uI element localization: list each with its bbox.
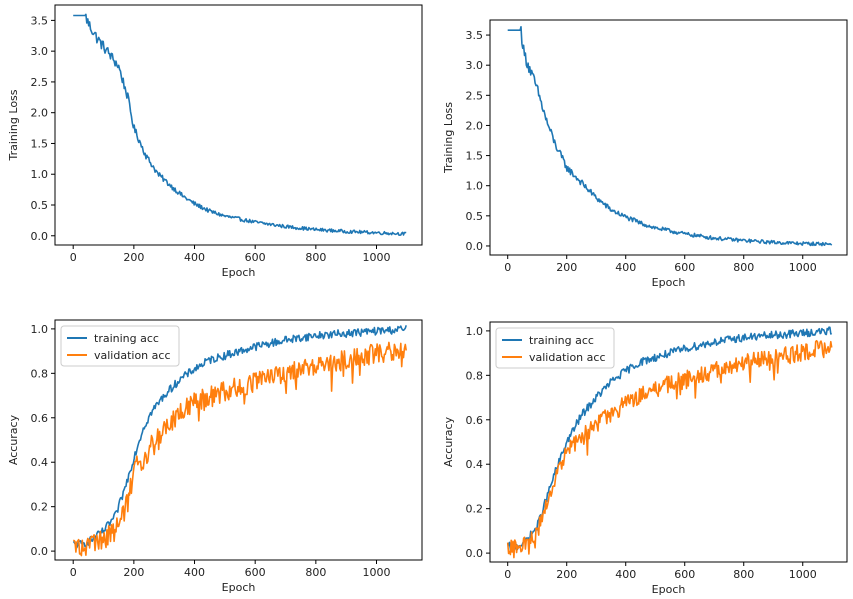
y-tick-label: 0.0 — [466, 240, 484, 253]
x-axis-label: Epoch — [222, 581, 256, 594]
x-tick-label: 400 — [615, 568, 636, 581]
x-tick-label: 400 — [184, 251, 205, 264]
legend: training acc validation acc — [495, 327, 615, 369]
y-tick-label: 0.8 — [31, 367, 49, 380]
chart-top-right: 0 200 400 600 800 1000 0.0 0.5 1.0 1.5 2.0 2.5 3.0 3.… — [432, 10, 853, 300]
y-tick-label: 0.0 — [466, 547, 484, 560]
legend-box — [495, 327, 615, 369]
y-tick-label: 0.0 — [31, 230, 49, 243]
x-tick-label: 600 — [674, 261, 695, 274]
y-tick-label: 0.6 — [31, 412, 49, 425]
x-tick-label: 400 — [184, 566, 205, 579]
plot-frame — [54, 319, 423, 561]
chart-svg-training-loss-2: 0 200 400 600 800 1000 0.0 0.5 1.0 1.5 2.0 2.5 3.0 3.… — [442, 19, 848, 289]
y-tick-label: 0.0 — [31, 545, 49, 558]
x-tick-label: 800 — [305, 566, 326, 579]
y-tick-label: 1.0 — [31, 323, 49, 336]
legend-label: training acc — [529, 334, 594, 347]
y-tick-label: 1.0 — [31, 168, 49, 181]
series-line-validation-acc — [506, 339, 833, 559]
x-tick-label: 600 — [245, 566, 266, 579]
x-tick-label: 200 — [556, 261, 577, 274]
x-tick-label: 1000 — [789, 261, 817, 274]
y-tick-label: 3.5 — [466, 29, 484, 42]
x-tick-label: 400 — [615, 261, 636, 274]
legend-label: validation acc — [94, 349, 171, 362]
chart-bottom-left: 0 200 400 600 800 1000 0.0 0.2 0.4 0.6 0.8 1.0 Epoch… — [0, 310, 430, 599]
x-tick-label: 800 — [305, 251, 326, 264]
x-tick-label: 0 — [504, 568, 511, 581]
y-axis-label: Accuracy — [7, 414, 20, 465]
y-tick-label: 1.0 — [466, 325, 484, 338]
y-axis-label: Training Loss — [442, 102, 455, 174]
series-line-training-acc — [506, 326, 833, 551]
x-tick-label: 800 — [733, 261, 754, 274]
chart-svg-accuracy-1: 0 200 400 600 800 1000 0.0 0.2 0.4 0.6 0.8 1.0 Epoch… — [7, 319, 423, 594]
x-tick-label: 1000 — [363, 566, 391, 579]
x-tick-label: 800 — [733, 568, 754, 581]
y-tick-label: 0.2 — [466, 503, 484, 516]
legend-box — [60, 325, 180, 367]
series-line-validation-acc — [73, 341, 407, 557]
y-axis-label: Training Loss — [7, 89, 20, 161]
x-axis-label: Epoch — [652, 583, 686, 596]
chart-top-left: 0 200 400 600 800 1000 0.0 0.5 1.0 1.5 2.0 2.5 3.0 3.… — [0, 0, 430, 290]
series-line-loss — [507, 25, 833, 247]
x-tick-label: 200 — [123, 566, 144, 579]
y-tick-label: 2.5 — [466, 89, 484, 102]
legend-label: training acc — [94, 332, 159, 345]
y-tick-label: 0.6 — [466, 414, 484, 427]
legend-label: validation acc — [529, 351, 606, 364]
x-tick-label: 1000 — [789, 568, 817, 581]
x-tick-label: 200 — [123, 251, 144, 264]
y-tick-label: 3.0 — [466, 59, 484, 72]
x-axis-label: Epoch — [222, 266, 256, 279]
y-tick-label: 0.8 — [466, 369, 484, 382]
y-tick-label: 2.5 — [31, 76, 49, 89]
chart-svg-training-loss-1: 0 200 400 600 800 1000 0.0 0.5 1.0 1.5 2.0 2.5 3.0 3.… — [7, 4, 423, 279]
y-tick-label: 2.0 — [31, 107, 49, 120]
plot-frame — [54, 4, 423, 246]
x-tick-label: 0 — [504, 261, 511, 274]
x-tick-label: 0 — [70, 566, 77, 579]
y-tick-label: 0.5 — [466, 210, 484, 223]
x-tick-label: 1000 — [363, 251, 391, 264]
y-tick-label: 3.5 — [31, 14, 49, 27]
y-tick-label: 0.5 — [31, 199, 49, 212]
x-tick-label: 200 — [556, 568, 577, 581]
y-axis-label: Accuracy — [442, 416, 455, 467]
series-line-training-acc — [73, 325, 407, 549]
y-tick-label: 1.0 — [466, 180, 484, 193]
y-tick-label: 0.4 — [466, 458, 484, 471]
y-tick-label: 1.5 — [466, 150, 484, 163]
x-tick-label: 600 — [245, 251, 266, 264]
legend: training acc validation acc — [60, 325, 180, 367]
chart-bottom-right: 0 200 400 600 800 1000 0.0 0.2 0.4 0.6 0.8 1.0 Epoch… — [432, 312, 853, 599]
chart-svg-accuracy-2: 0 200 400 600 800 1000 0.0 0.2 0.4 0.6 0.8 1.0 Epoch… — [442, 321, 848, 596]
plot-frame — [489, 321, 848, 563]
y-tick-label: 0.4 — [31, 456, 49, 469]
x-tick-label: 0 — [70, 251, 77, 264]
plot-frame — [489, 19, 848, 256]
x-tick-label: 600 — [674, 568, 695, 581]
y-tick-label: 1.5 — [31, 137, 49, 150]
series-line-loss — [73, 13, 407, 236]
y-tick-label: 3.0 — [31, 45, 49, 58]
y-tick-label: 0.2 — [31, 501, 49, 514]
y-tick-label: 2.0 — [466, 119, 484, 132]
x-axis-label: Epoch — [652, 276, 686, 289]
